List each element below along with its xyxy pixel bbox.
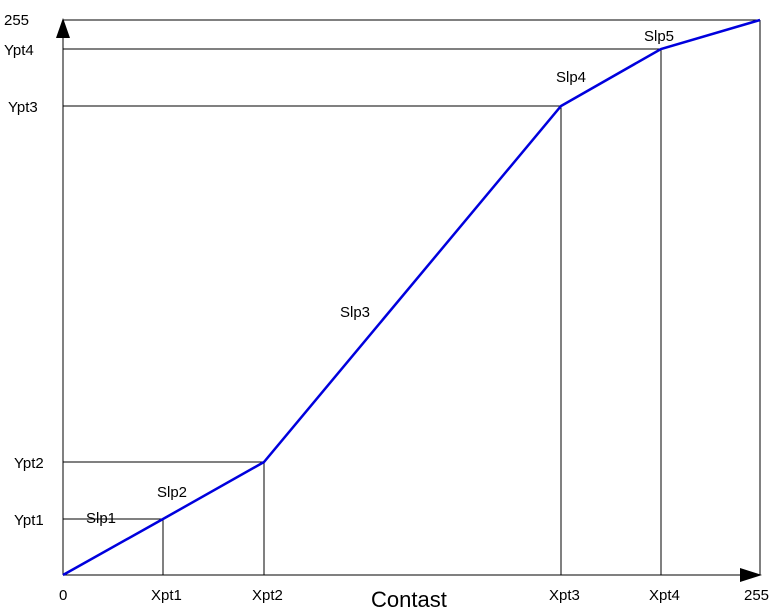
y-tick-ypt1: Ypt1 [14, 512, 44, 529]
x-tick-xpt2: Xpt2 [252, 587, 283, 604]
x-origin-label: 0 [59, 587, 67, 604]
segment-label-slp2: Slp2 [157, 484, 187, 501]
guide-pt3 [63, 105, 562, 575]
x-axis-arrow-icon [740, 568, 762, 582]
x-max-label: 255 [744, 587, 769, 604]
segment-label-slp1: Slp1 [86, 510, 116, 527]
x-axis-title: Contast [371, 587, 447, 608]
y-tick-ypt2: Ypt2 [14, 455, 44, 472]
y-tick-ypt3: Ypt3 [8, 99, 38, 116]
y-tick-ypt4: Ypt4 [4, 42, 34, 59]
x-tick-xpt1: Xpt1 [151, 587, 182, 604]
segment-label-slp5: Slp5 [644, 28, 674, 45]
segment-label-slp3: Slp3 [340, 304, 370, 321]
y-max-label: 255 [4, 12, 29, 29]
segment-label-slp4: Slp4 [556, 69, 586, 86]
contrast-curve [62, 18, 761, 577]
x-tick-xpt4: Xpt4 [649, 587, 680, 604]
x-tick-xpt3: Xpt3 [549, 587, 580, 604]
y-axis-arrow-icon [56, 18, 70, 38]
